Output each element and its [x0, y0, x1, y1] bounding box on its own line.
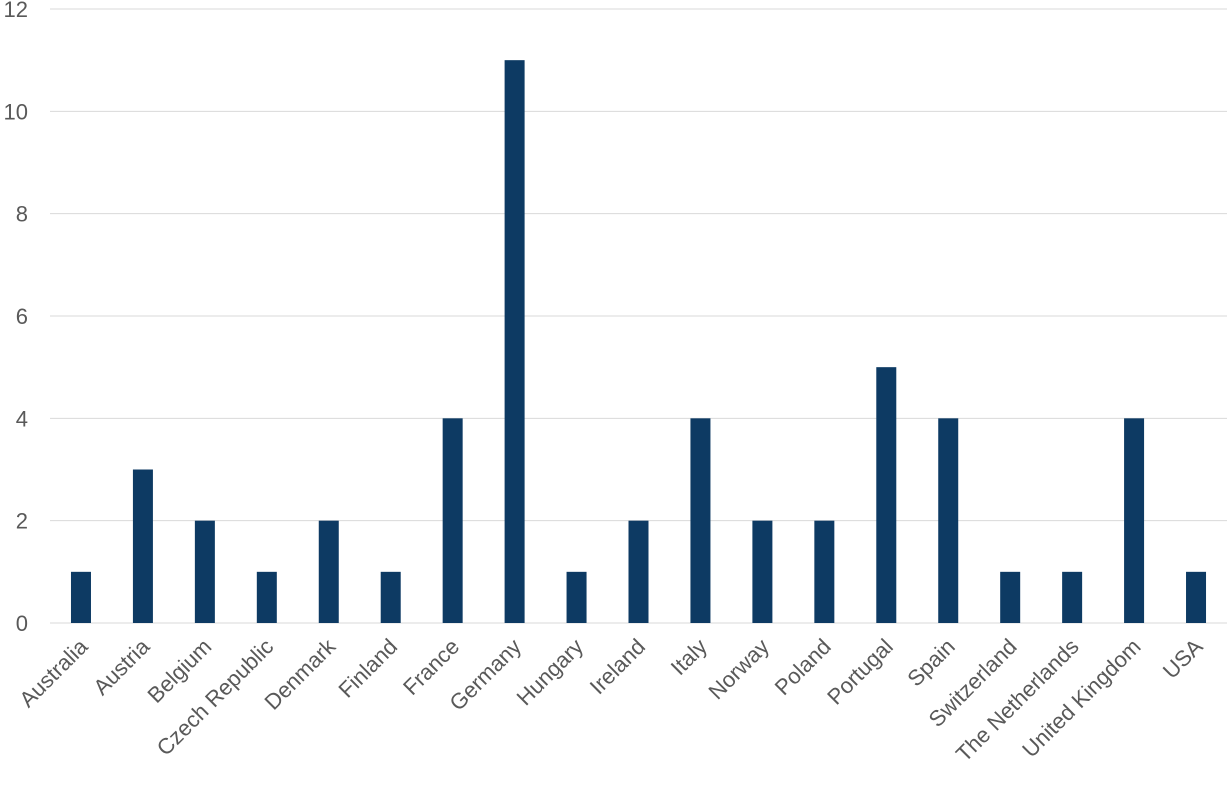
bar-germany	[504, 60, 525, 623]
bar-switzerland	[1000, 571, 1021, 623]
bar-denmark	[318, 520, 339, 623]
y-tick-label: 6	[16, 304, 28, 329]
bar-usa	[1186, 571, 1207, 623]
bars	[70, 60, 1207, 623]
x-tick-label: Ireland	[585, 634, 650, 699]
bar-united-kingdom	[1124, 418, 1145, 623]
bar-france	[442, 418, 463, 623]
bar-the-netherlands	[1062, 571, 1083, 623]
bar-ireland	[628, 520, 649, 623]
gridlines	[50, 8, 1227, 624]
x-tick-label: Norway	[704, 634, 774, 704]
x-tick-label: USA	[1158, 634, 1208, 684]
y-tick-label: 12	[4, 0, 28, 22]
bar-hungary	[566, 571, 587, 623]
bar-spain	[938, 418, 959, 623]
x-tick-label: Finland	[334, 634, 403, 703]
bar-norway	[752, 520, 773, 623]
bar-italy	[690, 418, 711, 623]
bar-portugal	[876, 367, 897, 623]
x-tick-label: Italy	[666, 634, 712, 680]
y-tick-label: 10	[4, 99, 28, 124]
y-tick-label: 0	[16, 611, 28, 636]
bar-australia	[70, 571, 91, 623]
y-tick-label: 2	[16, 509, 28, 534]
x-tick-label: Spain	[902, 634, 959, 691]
y-axis-tick-labels: 0 2 4 6 8 10 12	[4, 0, 28, 636]
bar-poland	[814, 520, 835, 623]
y-tick-label: 4	[16, 406, 28, 431]
x-tick-label: Hungary	[512, 634, 588, 710]
x-tick-label: Australia	[14, 633, 93, 712]
bar-czech-republic	[256, 571, 277, 623]
bar-finland	[380, 571, 401, 623]
x-tick-label: Portugal	[822, 634, 898, 710]
y-tick-label: 8	[16, 202, 28, 227]
bar-belgium	[194, 520, 215, 623]
bar-austria	[132, 469, 153, 623]
